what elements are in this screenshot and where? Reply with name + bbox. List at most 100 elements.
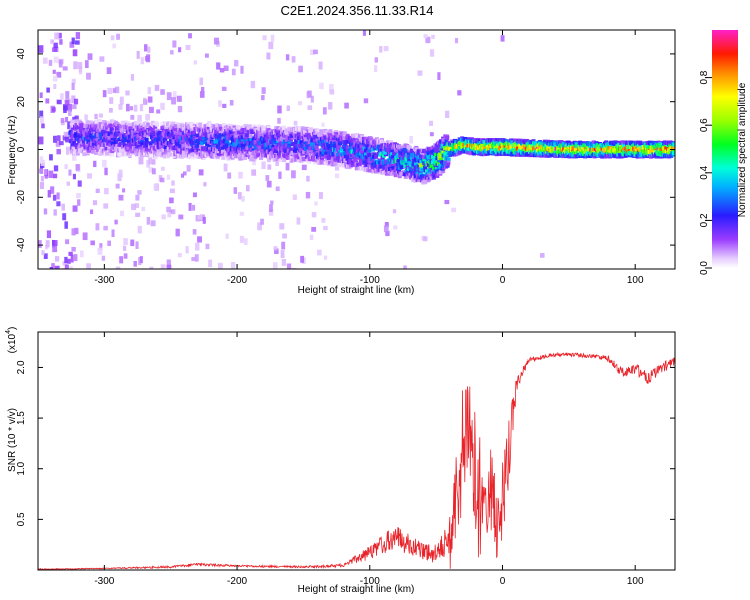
heatmap-cell	[307, 105, 313, 110]
heatmap-cell	[102, 90, 107, 98]
heatmap-cell	[288, 137, 293, 142]
heatmap-cell	[140, 139, 145, 144]
heatmap-cell	[71, 228, 76, 236]
heatmap-cell	[64, 256, 68, 264]
heatmap-cell	[539, 153, 544, 158]
heatmap-cell	[409, 135, 413, 144]
heatmap-cell	[123, 253, 128, 259]
heatmap-cell	[137, 114, 142, 123]
heatmap-cell	[131, 122, 136, 127]
heatmap-cell	[230, 261, 236, 269]
heatmap-cell	[94, 119, 99, 124]
heatmap-cell	[54, 265, 60, 269]
heatmap-cell	[162, 138, 167, 143]
heatmap-cell	[293, 146, 298, 151]
heatmap-cell	[92, 200, 98, 206]
heatmap-cell	[56, 148, 61, 155]
heatmap-cell	[104, 187, 109, 195]
heatmap-cell	[311, 211, 317, 218]
heatmap-cell	[150, 126, 155, 131]
heatmap-cell	[525, 139, 530, 144]
heatmap-cell	[368, 168, 373, 173]
heatmap-cell	[327, 145, 332, 150]
heatmap-cell	[55, 142, 61, 148]
heatmap-cell	[125, 131, 130, 136]
heatmap-cell	[154, 84, 160, 91]
heatmap-cell	[142, 151, 147, 156]
heatmap-cell	[265, 175, 270, 181]
heatmap-cell	[320, 131, 325, 136]
heatmap-cell	[115, 266, 121, 269]
heatmap-cell	[166, 206, 171, 213]
heatmap-cell	[71, 146, 76, 151]
heatmap-cell	[332, 152, 337, 157]
heatmap-cell	[73, 129, 78, 134]
heatmap-cell	[224, 146, 229, 151]
heatmap-cell	[457, 137, 462, 142]
heatmap-cell	[279, 136, 284, 141]
heatmap-cell	[56, 71, 62, 78]
heatmap-cell	[102, 120, 107, 125]
heatmap-cell	[237, 148, 242, 153]
heatmap-cell	[172, 136, 177, 141]
heatmap-cell	[604, 140, 609, 145]
heatmap-cell	[435, 173, 440, 178]
heatmap-cell	[192, 204, 196, 211]
heatmap-cell	[429, 132, 434, 137]
heatmap-cell	[77, 199, 81, 206]
heatmap-cell	[293, 142, 298, 147]
heatmap-cell	[225, 139, 230, 144]
heatmap-cell	[87, 173, 92, 179]
heatmap-cell	[275, 132, 280, 137]
heatmap-cell	[296, 132, 301, 137]
heatmap-cell	[238, 143, 243, 148]
heatmap-cell	[460, 144, 465, 149]
heatmap-cell	[417, 177, 422, 182]
heatmap-cell	[411, 162, 416, 167]
heatmap-cell	[39, 116, 44, 124]
heatmap-cell	[52, 244, 58, 253]
heatmap-cell	[168, 152, 173, 157]
heatmap-cell	[362, 30, 366, 36]
heatmap-cell	[77, 135, 82, 140]
heatmap-cell	[130, 114, 135, 120]
heatmap-cell	[161, 151, 166, 156]
heatmap-cell	[279, 158, 284, 163]
heatmap-cell	[118, 103, 123, 110]
heatmap-cell	[198, 134, 203, 139]
heatmap-cell	[130, 74, 135, 81]
heatmap-cell	[415, 171, 420, 176]
heatmap-cell	[403, 172, 408, 177]
heatmap-cell	[367, 158, 372, 163]
heatmap-cell	[394, 148, 399, 153]
heatmap-cell	[75, 40, 80, 45]
heatmap-cell	[451, 207, 457, 213]
heatmap-cell	[290, 150, 295, 155]
heatmap-cell	[436, 161, 441, 166]
heatmap-cell	[51, 107, 56, 112]
heatmap-cell	[393, 173, 398, 178]
heatmap-cell	[166, 174, 171, 180]
heatmap-cell	[177, 253, 182, 258]
heatmap-cell	[187, 142, 192, 147]
heatmap-cell	[352, 158, 357, 163]
heatmap-cell	[78, 66, 82, 73]
heatmap-cell	[98, 122, 103, 127]
heatmap-cell	[193, 60, 198, 65]
heatmap-cell	[170, 50, 174, 55]
heatmap-cell	[245, 133, 250, 138]
heatmap-cell	[190, 152, 195, 157]
heatmap-cell	[149, 153, 154, 158]
heatmap-cell	[113, 136, 118, 141]
heatmap-cell	[59, 141, 64, 146]
heatmap-cell	[225, 233, 229, 239]
heatmap-cell	[201, 86, 205, 92]
heatmap-cell	[108, 142, 113, 147]
heatmap-cell	[84, 60, 89, 68]
heatmap-cell	[260, 218, 264, 225]
heatmap-cell	[143, 130, 148, 135]
heatmap-cell	[161, 214, 166, 220]
heatmap-cell	[423, 33, 428, 39]
heatmap-cell	[513, 138, 518, 143]
heatmap-cell	[109, 97, 114, 104]
